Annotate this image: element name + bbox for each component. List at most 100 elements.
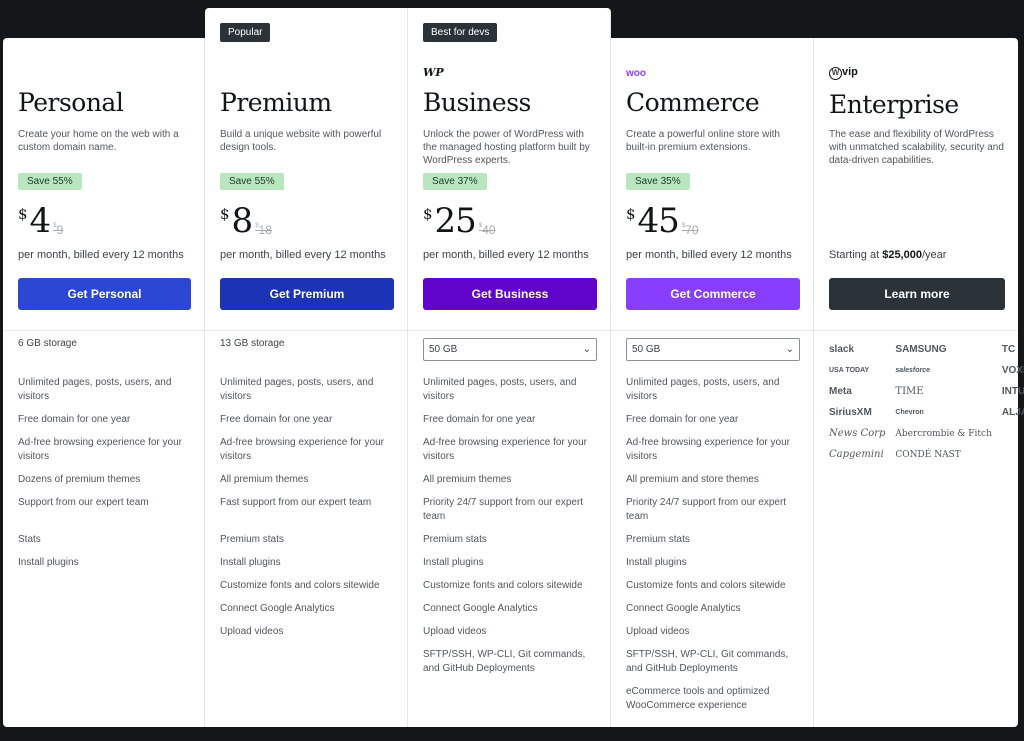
client-logo: CONDÉ NAST xyxy=(895,449,961,460)
plan-tag: Popular xyxy=(220,23,271,42)
get-personal-button[interactable]: Get Personal xyxy=(18,278,191,310)
feature-item: Connect Google Analytics xyxy=(220,603,335,614)
plan-title: Commerce xyxy=(626,88,760,117)
client-logo: USA TODAY xyxy=(829,367,870,374)
plan-commerce: woo Commerce Create a powerful online sto… xyxy=(611,38,814,727)
client-logo: VOXMEDIA xyxy=(1001,365,1024,376)
feature-item: Install plugins xyxy=(220,557,281,568)
plan-description: Create your home on the web with a custo… xyxy=(18,129,179,153)
feature-item: Premium stats xyxy=(423,534,487,545)
chevron-down-icon: ⌄ xyxy=(582,344,591,355)
feature-item: Upload videos xyxy=(220,626,284,637)
client-logo: SiriusXM xyxy=(829,407,872,418)
feature-list: Unlimited pages, posts, users, and visit… xyxy=(220,376,397,648)
learn-more-button[interactable]: Learn more xyxy=(829,278,1005,310)
feature-item: Connect Google Analytics xyxy=(626,603,741,614)
feature-item: Dozens of premium themes xyxy=(18,474,141,485)
feature-item: Customize fonts and colors sitewide xyxy=(220,580,380,591)
client-logos: slack SAMSUNG TC USA TODAY salesforce VOXMEDI… xyxy=(829,344,1024,460)
plan-title: Personal xyxy=(18,88,124,117)
feature-item: Customize fonts and colors sitewide xyxy=(626,580,786,591)
client-logo: Meta xyxy=(829,386,852,397)
feature-item: Free domain for one year xyxy=(18,414,131,425)
starting-price: Starting at $25,000/year xyxy=(829,249,947,261)
feature-list: Unlimited pages, posts, users, and visit… xyxy=(423,376,600,685)
client-logo: TIME xyxy=(895,386,924,397)
client-logo: News Corp xyxy=(829,428,886,439)
client-logo: INTUIT xyxy=(1001,386,1024,397)
billing-period: per month, billed every 12 months xyxy=(423,249,589,261)
chevron-down-icon: ⌄ xyxy=(785,344,794,355)
feature-item: Premium stats xyxy=(220,534,284,545)
client-logo: ALJAZEERA xyxy=(1001,407,1024,418)
plan-premium: Popular Premium Build a unique website wi… xyxy=(205,8,408,727)
feature-item: Priority 24/7 support from our expert te… xyxy=(423,497,584,522)
feature-item: Unlimited pages, posts, users, and visit… xyxy=(18,377,172,402)
feature-item: Free domain for one year xyxy=(220,414,333,425)
feature-item: Install plugins xyxy=(423,557,484,568)
feature-item: Unlimited pages, posts, users, and visit… xyxy=(220,377,374,402)
feature-item: Ad-free browsing experience for your vis… xyxy=(626,437,790,462)
feature-item: Ad-free browsing experience for your vis… xyxy=(423,437,587,462)
woo-logo: woo xyxy=(626,68,646,79)
plan-description: The ease and flexibility of WordPress wi… xyxy=(829,129,1004,166)
billing-period: per month, billed every 12 months xyxy=(220,249,386,261)
feature-item: Install plugins xyxy=(18,557,79,568)
plan-description: Create a powerful online store with buil… xyxy=(626,129,780,153)
feature-item: Upload videos xyxy=(626,626,690,637)
feature-item: Free domain for one year xyxy=(423,414,536,425)
feature-item: Customize fonts and colors sitewide xyxy=(423,580,583,591)
price: $8 $18 xyxy=(220,201,272,241)
save-badge: Save 35% xyxy=(626,173,690,190)
plan-description: Build a unique website with powerful des… xyxy=(220,129,382,153)
client-logo: Abercrombie & Fitch xyxy=(895,428,992,439)
plan-title: Premium xyxy=(220,88,332,117)
feature-item: Stats xyxy=(18,534,41,545)
feature-item: Install plugins xyxy=(626,557,687,568)
feature-item: All premium and store themes xyxy=(626,474,759,485)
plan-tag: Best for devs xyxy=(423,23,498,42)
feature-item: Unlimited pages, posts, users, and visit… xyxy=(423,377,577,402)
client-logo: salesforce xyxy=(895,367,931,374)
plan-title: Enterprise xyxy=(829,90,959,119)
feature-item: Unlimited pages, posts, users, and visit… xyxy=(626,377,780,402)
feature-list: Unlimited pages, posts, users, and visit… xyxy=(626,376,803,722)
save-badge: Save 55% xyxy=(220,173,284,190)
feature-list: Unlimited pages, posts, users, and visit… xyxy=(18,376,194,579)
get-business-button[interactable]: Get Business xyxy=(423,278,597,310)
feature-item: eCommerce tools and optimized WooCommerc… xyxy=(626,686,770,711)
get-commerce-button[interactable]: Get Commerce xyxy=(626,278,800,310)
feature-item: Support from our expert team xyxy=(18,497,149,508)
plan-personal: Personal Create your home on the web wit… xyxy=(3,38,205,727)
feature-item: All premium themes xyxy=(423,474,512,485)
price: $4 $9 xyxy=(18,201,64,241)
billing-period: per month, billed every 12 months xyxy=(18,249,184,261)
storage: 6 GB storage xyxy=(18,338,77,349)
save-badge: Save 37% xyxy=(423,173,487,190)
billing-period: per month, billed every 12 months xyxy=(626,249,792,261)
feature-item: Ad-free browsing experience for your vis… xyxy=(18,437,182,462)
feature-item: Priority 24/7 support from our expert te… xyxy=(626,497,787,522)
wp-cloud-logo: WP xyxy=(423,66,444,79)
storage-select[interactable]: 50 GB ⌄ xyxy=(423,338,597,361)
storage-select[interactable]: 50 GB ⌄ xyxy=(626,338,800,361)
storage: 13 GB storage xyxy=(220,338,285,349)
feature-item: Fast support from our expert team xyxy=(220,497,372,508)
feature-item: Ad-free browsing experience for your vis… xyxy=(220,437,384,462)
feature-item: Free domain for one year xyxy=(626,414,739,425)
feature-item: All premium themes xyxy=(220,474,309,485)
price: $25 $40 xyxy=(423,201,496,241)
get-premium-button[interactable]: Get Premium xyxy=(220,278,394,310)
client-logo: TC xyxy=(1001,344,1016,355)
feature-item: SFTP/SSH, WP-CLI, Git commands, and GitH… xyxy=(423,649,586,674)
client-logo: Capgemini xyxy=(829,449,884,460)
feature-item: Upload videos xyxy=(423,626,487,637)
client-logo: Chevron xyxy=(895,409,924,416)
client-logo: SAMSUNG xyxy=(895,344,947,355)
save-badge: Save 55% xyxy=(18,173,82,190)
feature-item: Connect Google Analytics xyxy=(423,603,538,614)
feature-item: SFTP/SSH, WP-CLI, Git commands, and GitH… xyxy=(626,649,789,674)
plan-description: Unlock the power of WordPress with the m… xyxy=(423,129,590,166)
